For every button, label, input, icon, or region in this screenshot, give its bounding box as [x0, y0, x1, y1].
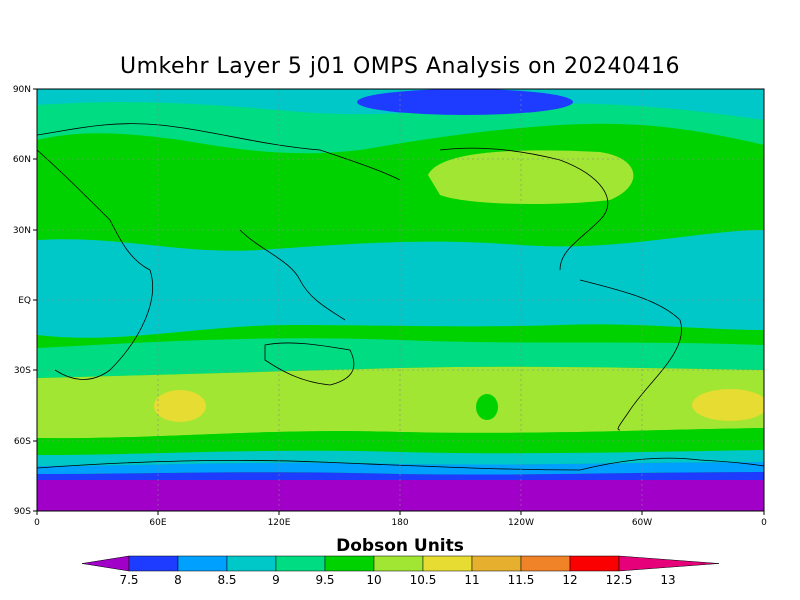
colorbar-tick-label: 9 — [272, 573, 280, 587]
graticule — [37, 89, 764, 511]
colorbar-tick-label: 11 — [464, 573, 479, 587]
colorbar-swatch — [128, 555, 179, 572]
colorbar-swatch — [520, 555, 571, 572]
coastlines — [37, 123, 764, 471]
colorbar-tick-label: 10.5 — [410, 573, 437, 587]
colorbar-arrow-high — [618, 555, 720, 572]
colorbar-arrow-low — [81, 555, 130, 572]
lon-label-180: 180 — [391, 518, 408, 528]
lon-label-0-right: 0 — [761, 518, 767, 528]
colorbar-tick-label: 8 — [174, 573, 182, 587]
colorbar-tick-label: 8.5 — [217, 573, 236, 587]
colorbar-swatch — [177, 555, 228, 572]
colorbar-swatch — [324, 555, 375, 572]
colorbar-tick-label: 12.5 — [606, 573, 633, 587]
lon-label-120e: 120E — [268, 518, 291, 528]
colorbar-swatch — [569, 555, 620, 572]
lon-label-0-left: 0 — [34, 518, 40, 528]
lat-label-90s: 90S — [14, 507, 31, 517]
lat-label-30n: 30N — [13, 226, 31, 236]
colorbar-tick-label: 11.5 — [508, 573, 535, 587]
colorbar-swatch — [226, 555, 277, 572]
colorbar-tick-label: 9.5 — [315, 573, 334, 587]
colorbar-tick-label: 13 — [660, 573, 675, 587]
axis-ticks — [33, 88, 765, 515]
colorbar-swatch — [373, 555, 424, 572]
lat-label-eq: EQ — [18, 296, 31, 306]
map-title: Umkehr Layer 5 j01 OMPS Analysis on 2024… — [120, 54, 680, 79]
lon-label-120w: 120W — [508, 518, 534, 528]
colorbar-swatch — [422, 555, 473, 572]
lat-label-60n: 60N — [13, 155, 31, 165]
colorbar-title: Dobson Units — [336, 536, 464, 556]
lat-label-90n: 90N — [13, 85, 31, 95]
colorbar-swatch — [275, 555, 326, 572]
colorbar-tick-label: 12 — [562, 573, 577, 587]
lat-label-30s: 30S — [14, 366, 31, 376]
colorbar-tick-label: 10 — [366, 573, 381, 587]
colorbar-tick-label: 7.5 — [119, 573, 138, 587]
lon-label-60w: 60W — [632, 518, 652, 528]
colorbar: 7.5 8 8.5 9 9.5 10 10.5 11 11.5 12 12.5 13 — [81, 555, 720, 587]
lat-label-60s: 60S — [14, 437, 31, 447]
lon-label-60e: 60E — [149, 518, 166, 528]
colorbar-swatch — [471, 555, 522, 572]
